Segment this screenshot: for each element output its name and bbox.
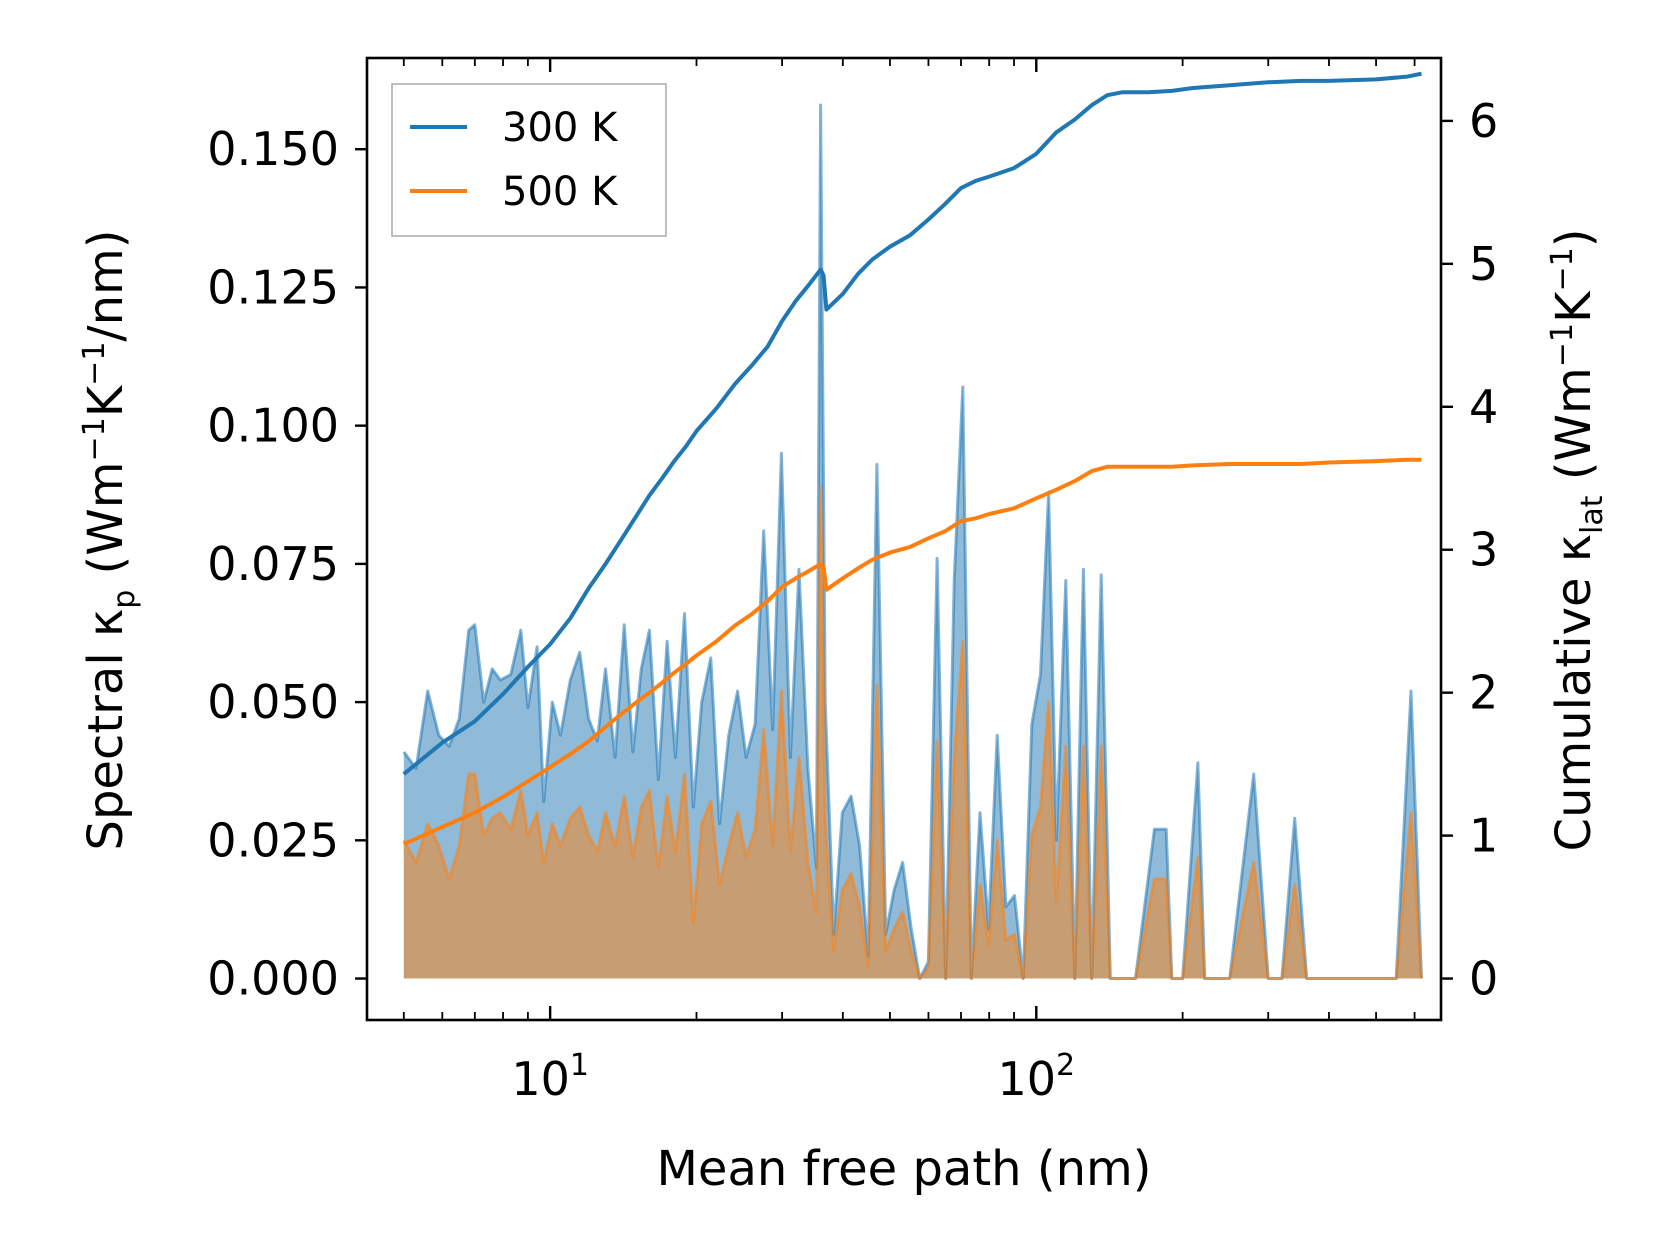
y-right-label: Cumulative κlat (Wm−1K−1) <box>1545 229 1610 852</box>
spectral-fills <box>403 105 1422 979</box>
y-right-tick-label: 2 <box>1469 666 1498 720</box>
y-left-tick-label: 0.075 <box>207 537 339 591</box>
legend-label-300k: 300 K <box>502 105 619 151</box>
y-left-tick-label: 0.025 <box>207 813 339 867</box>
legend-label-500k: 500 K <box>502 169 619 215</box>
cumulative-line-300k <box>402 71 1422 776</box>
y-left-tick-label: 0.050 <box>207 675 339 729</box>
y-left-tick-label: 0.125 <box>207 260 339 314</box>
plot-frame <box>365 56 1443 1022</box>
y-right-tick-label: 5 <box>1469 237 1498 291</box>
x-tick-label: 102 <box>997 1048 1075 1106</box>
spectral-line-500k <box>402 485 1423 980</box>
y-right-tick-label: 4 <box>1469 380 1498 434</box>
y-left-tick-label: 0.100 <box>207 399 339 453</box>
cumulative-line-500k <box>402 457 1422 847</box>
y-left-label: Spectral κp (Wm−1K−1/nm) <box>77 230 142 851</box>
spectral-lines <box>402 103 1423 980</box>
cumulative-lines <box>402 71 1422 847</box>
spectral-fill-500k <box>403 486 1422 979</box>
x-tick-label: 101 <box>511 1048 589 1106</box>
y-right-tick-label: 6 <box>1469 94 1498 148</box>
y-right-tick-label: 0 <box>1469 952 1498 1006</box>
legend-box <box>391 83 667 237</box>
y-right-tick-label: 3 <box>1469 523 1498 577</box>
y-left-tick-label: 0.150 <box>207 122 339 176</box>
x-axis-label: Mean free path (nm) <box>657 1141 1152 1197</box>
y-right-tick-label: 1 <box>1469 809 1498 863</box>
spectral-line-300k <box>402 103 1423 980</box>
ticks: 0.000 0.025 0.050 0.075 0.100 0.125 0.150 0 1 2 3 4… <box>207 58 1498 1106</box>
legend: 300 K 500 K <box>391 83 667 237</box>
y-left-tick-label: 0.000 <box>207 952 339 1006</box>
